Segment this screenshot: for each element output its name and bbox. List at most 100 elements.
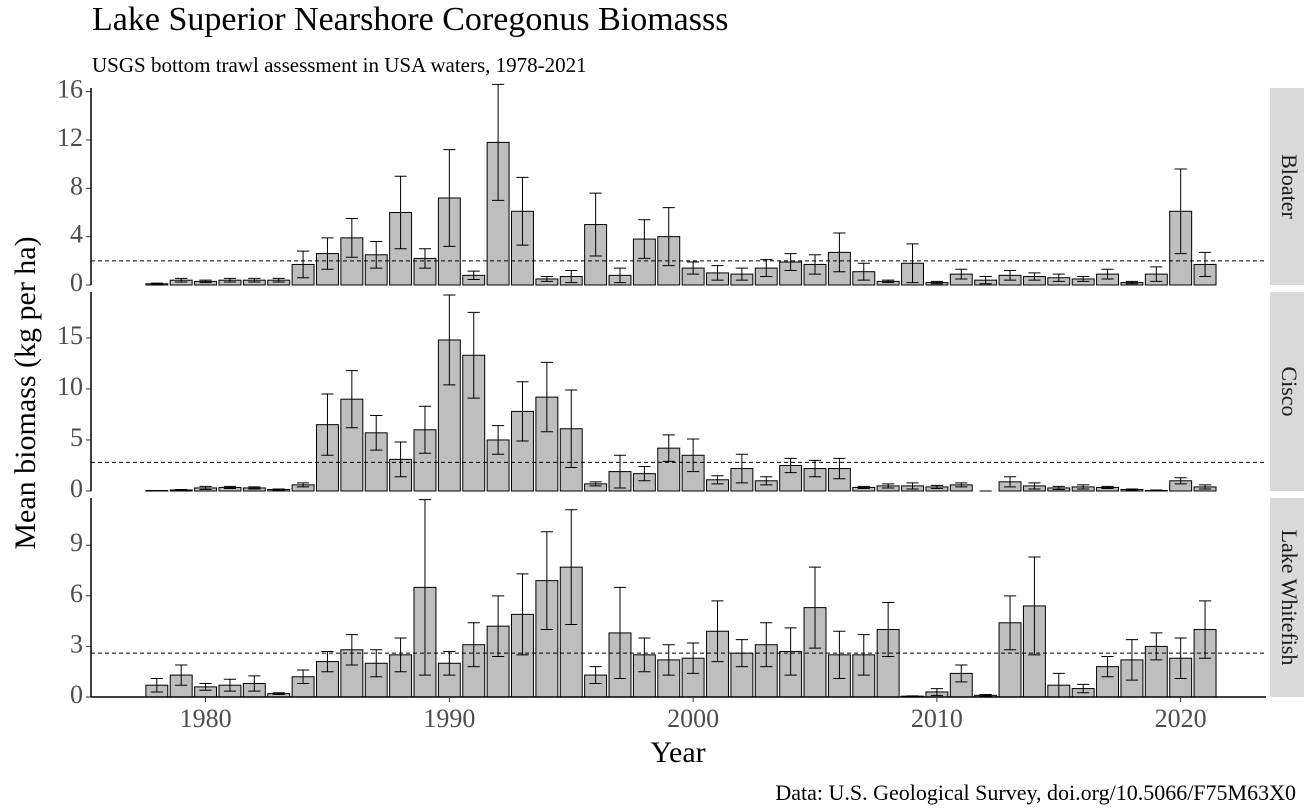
error-bar	[321, 237, 334, 270]
error-bar	[272, 488, 285, 491]
error-bar	[930, 484, 943, 489]
error-bar	[1174, 168, 1187, 255]
error-bar	[565, 269, 578, 284]
error-bar	[345, 634, 358, 666]
x-tick-label: 2010	[911, 704, 963, 733]
error-bar	[443, 149, 456, 247]
error-bar	[735, 267, 748, 281]
error-bar	[540, 361, 553, 433]
error-bar	[516, 381, 529, 442]
x-tick-label: 1990	[423, 704, 475, 733]
error-bar	[1077, 276, 1090, 282]
error-bar	[345, 370, 358, 429]
y-tick-label: 10	[57, 372, 83, 401]
error-bar	[833, 630, 846, 679]
error-bar	[516, 176, 529, 246]
error-bar	[492, 425, 505, 455]
error-bar	[638, 466, 651, 482]
error-bar	[760, 622, 773, 668]
error-bar	[223, 678, 237, 692]
error-bar	[589, 481, 602, 487]
error-bar	[565, 389, 578, 469]
facet-strip	[1270, 498, 1304, 697]
x-tick-label: 2020	[1155, 704, 1207, 733]
y-tick-label: 9	[70, 528, 83, 557]
error-bar	[955, 268, 968, 280]
error-bar	[1174, 637, 1187, 679]
error-bar	[1077, 683, 1090, 694]
facet-label: Lake Whitefish	[1277, 530, 1302, 666]
error-bar	[613, 586, 627, 679]
error-bar	[321, 650, 334, 673]
error-bar	[418, 248, 432, 269]
error-bar	[1028, 272, 1041, 281]
caption: Data: U.S. Geological Survey, doi.org/10…	[775, 780, 1296, 805]
error-bar	[613, 454, 627, 489]
error-bar	[540, 276, 553, 282]
y-tick-label: 8	[70, 171, 83, 200]
error-bar	[1198, 600, 1212, 659]
error-bar	[492, 595, 505, 658]
error-bar	[638, 219, 651, 259]
error-bar	[711, 265, 724, 281]
error-bar	[808, 459, 822, 478]
error-bar	[1052, 273, 1065, 282]
error-bar	[394, 637, 407, 673]
error-bar	[1125, 639, 1139, 681]
error-bar	[370, 649, 383, 678]
error-bar	[711, 600, 724, 663]
error-bar	[150, 282, 163, 285]
facet-strip	[1270, 292, 1304, 491]
y-tick-label: 16	[57, 75, 83, 104]
y-tick-label: 0	[70, 474, 83, 503]
facet-label: Bloater	[1277, 154, 1302, 219]
error-bar	[589, 192, 602, 257]
error-bar	[857, 634, 870, 676]
error-bar	[638, 637, 651, 673]
facet-strip	[1270, 88, 1304, 285]
error-bar	[370, 240, 383, 269]
error-bar	[882, 483, 895, 489]
error-bar	[370, 414, 383, 451]
error-bar	[735, 639, 748, 668]
error-bar	[467, 622, 480, 668]
error-bar	[248, 675, 261, 692]
error-bar	[955, 664, 968, 683]
error-bar	[979, 276, 992, 285]
error-bar	[248, 277, 261, 283]
error-bar	[687, 438, 700, 473]
error-bar	[1125, 280, 1139, 285]
error-bar	[199, 683, 212, 691]
error-bar	[223, 485, 237, 489]
error-bar	[955, 482, 968, 488]
error-bar	[418, 405, 432, 454]
error-bar	[1052, 485, 1065, 490]
error-bar	[516, 573, 529, 656]
error-bar	[589, 666, 602, 685]
error-bar	[540, 531, 553, 631]
x-axis-label: Year	[650, 736, 705, 769]
error-bar	[394, 441, 407, 478]
error-bar	[784, 457, 797, 474]
error-bar	[711, 475, 724, 485]
chart-title: Lake Superior Nearshore Coregonus Biomas…	[92, 1, 728, 38]
y-tick-label: 0	[70, 268, 83, 297]
error-bar	[857, 262, 870, 281]
error-bar	[1125, 488, 1139, 491]
error-bar	[784, 253, 797, 271]
error-bar	[248, 486, 261, 490]
y-tick-label: 0	[70, 680, 83, 709]
error-bar	[906, 482, 919, 490]
error-bar	[199, 485, 212, 490]
y-tick-label: 15	[57, 321, 83, 350]
error-bar	[321, 393, 334, 456]
error-bar	[1150, 266, 1163, 282]
y-tick-label: 4	[70, 220, 83, 249]
x-tick-label: 1980	[180, 704, 232, 733]
error-bar	[882, 279, 895, 284]
error-bar	[1028, 482, 1041, 490]
error-bar	[662, 644, 675, 676]
error-bar	[296, 250, 310, 279]
error-bar	[418, 499, 432, 676]
error-bar	[223, 277, 237, 283]
